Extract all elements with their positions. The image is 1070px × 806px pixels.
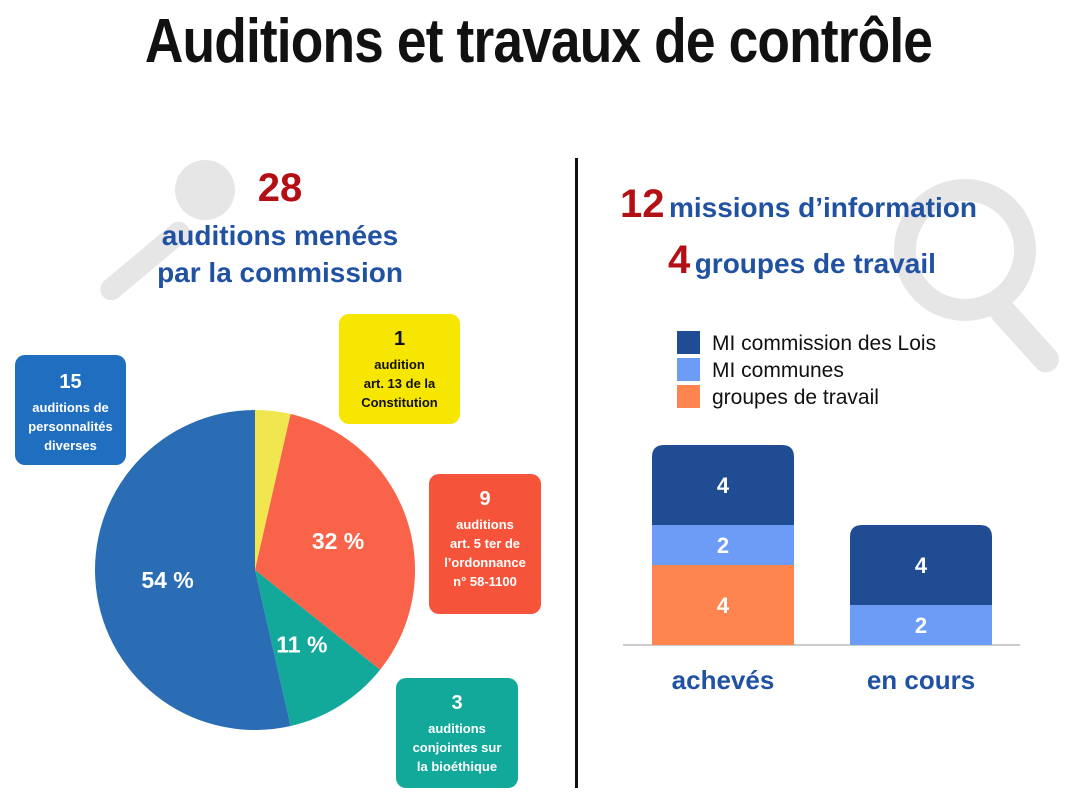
groups-headline: 4 groupes de travail [668, 238, 1068, 283]
bar-value-label: 2 [915, 613, 927, 638]
pie-slice [95, 410, 291, 730]
pie-percent-label: 11 % [276, 632, 327, 658]
bar-segment [652, 445, 794, 525]
bar-value-label: 2 [717, 533, 729, 558]
callout-text: audition [374, 357, 425, 372]
callout-bioethique: 3 auditions conjointes sur la bioéthique [396, 678, 518, 788]
bar-segment [850, 525, 992, 605]
callout-number: 1 [393, 328, 406, 350]
auditions-subtitle-line1: auditions menées [161, 220, 399, 251]
pie-percent-label: 32 % [312, 528, 364, 554]
pie-slice [255, 570, 381, 726]
bar-category-label: en cours [867, 665, 975, 695]
callout-text: la bioéthique [416, 759, 498, 774]
callout-text: auditions [428, 721, 486, 736]
callout-text: art. 5 ter de [449, 536, 521, 551]
callout-text: auditions [456, 517, 514, 532]
page-title: Auditions et travaux de contrôle [144, 7, 933, 76]
legend-swatch [677, 358, 700, 381]
callout-text: personnalités [28, 419, 113, 434]
missions-bar-chart: 4 2 4 achevés 2 4 en cours [623, 445, 1020, 695]
legend-swatch [677, 331, 700, 354]
callout-number: 3 [451, 692, 463, 714]
bar-segment [652, 525, 794, 565]
legend-label: groupes de travail [712, 386, 879, 409]
pie-percent-label: 54 % [141, 567, 193, 593]
bar-segment [850, 605, 992, 645]
callout-text: l’ordonnance [444, 555, 526, 570]
callout-text: n° 58-1100 [453, 574, 517, 589]
callout-text: conjointes sur [412, 740, 502, 755]
auditions-subtitle-line2: par la commission [157, 257, 403, 288]
auditions-count: 28 [257, 166, 303, 210]
pie-slice [255, 410, 291, 570]
legend-label: MI communes [712, 359, 844, 382]
magnifier-icon [894, 179, 1059, 373]
callout-text: art. 13 de la [363, 376, 436, 391]
missions-count: 12 [620, 182, 665, 226]
missions-label: missions d’information [668, 192, 977, 223]
bar-segment [652, 565, 794, 645]
bar-value-label: 4 [915, 553, 928, 578]
pie-slice [255, 414, 415, 670]
callout-ordonnance: 9 auditions art. 5 ter de l’ordonnance n… [429, 474, 541, 614]
callout-personnalites: 15 auditions de personnalités diverses [15, 355, 126, 465]
auditions-pie-chart: 32 % 11 % 54 % [95, 410, 415, 730]
bar-value-label: 4 [717, 593, 730, 618]
legend-swatch [677, 385, 700, 408]
callout-constitution: 1 audition art. 13 de la Constitution [339, 314, 460, 424]
callout-text: diverses [44, 438, 97, 453]
callout-number: 15 [59, 371, 82, 393]
callout-number: 9 [479, 488, 491, 510]
microphone-icon [100, 160, 235, 300]
bar-value-label: 4 [717, 473, 730, 498]
missions-headline: 12 missions d’information [620, 182, 1060, 227]
bar-category-label: achevés [672, 665, 775, 695]
groups-label: groupes de travail [694, 248, 936, 279]
vertical-divider [575, 158, 578, 788]
callout-text: Constitution [361, 395, 438, 410]
legend-label: MI commission des Lois [712, 332, 937, 355]
groups-count: 4 [668, 238, 691, 282]
callout-text: auditions de [32, 400, 109, 415]
